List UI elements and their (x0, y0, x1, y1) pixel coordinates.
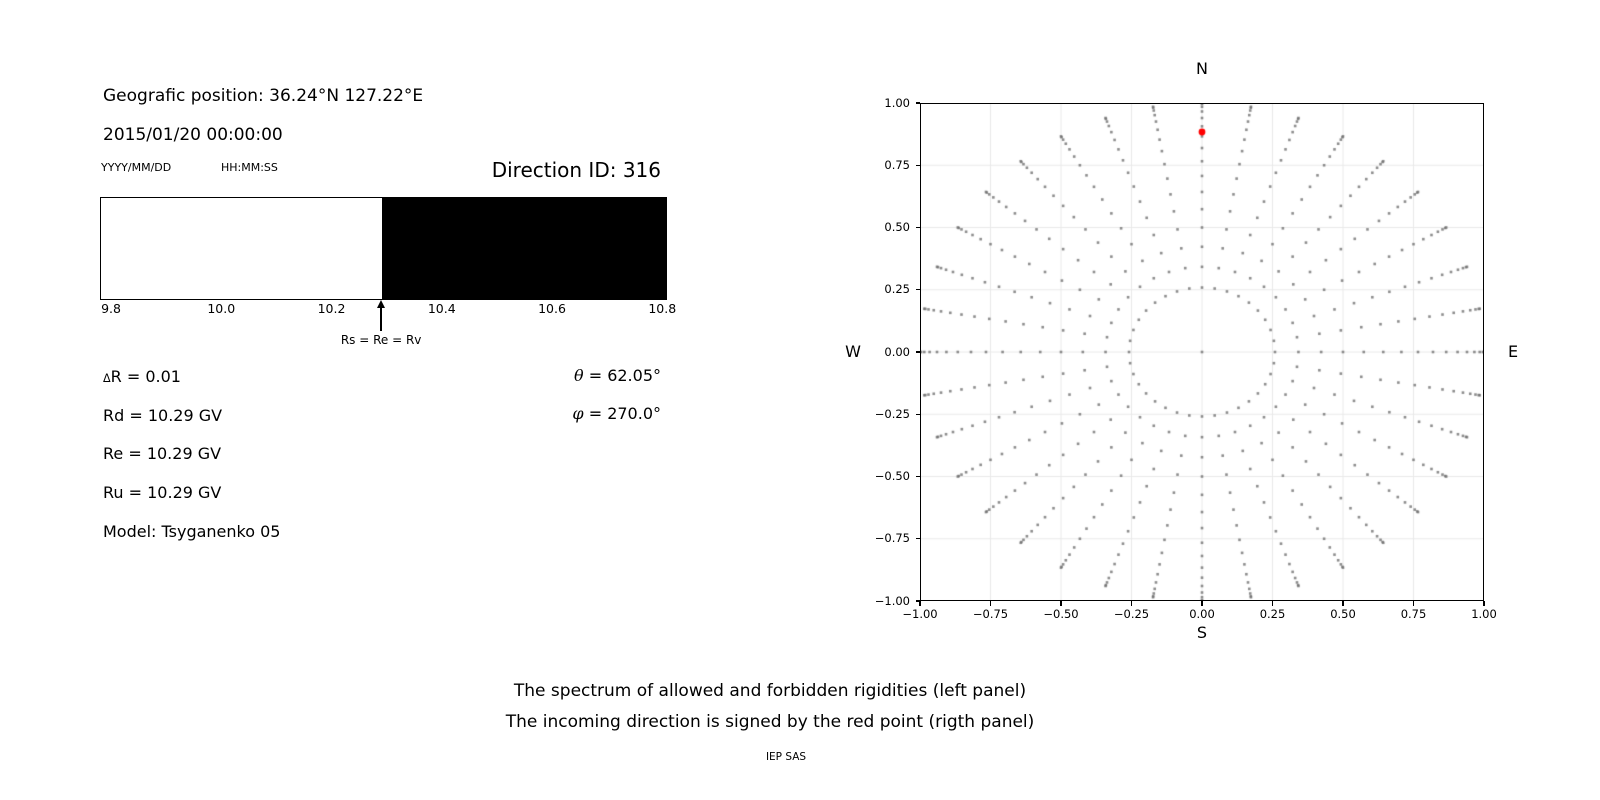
x-tick-mark (1130, 601, 1133, 606)
y-tick-mark (915, 538, 920, 540)
param-phi: φ = 270.0° (572, 404, 661, 423)
compass-west-label: W (845, 342, 861, 361)
spectrum-tick-label: 9.8 (101, 301, 121, 316)
rigidity-spectrum-bar (100, 197, 667, 300)
spectrum-region (101, 198, 383, 299)
x-tick-mark (1060, 601, 1062, 606)
time-format-label: HH:MM:SS (221, 161, 278, 174)
x-tick-mark (1483, 601, 1485, 606)
spectrum-tick-label: 10.4 (427, 301, 456, 316)
y-tick-label: 0.75 (884, 157, 910, 172)
x-tick-label: 0.25 (1259, 607, 1286, 621)
x-tick-label: 0.75 (1400, 607, 1427, 621)
delta-symbol: Δ (103, 372, 111, 385)
arrow-head-icon (377, 300, 386, 308)
datetime-text: 2015/01/20 00:00:00 (103, 125, 283, 145)
y-tick-mark (915, 413, 920, 415)
y-tick-mark (915, 164, 920, 166)
y-tick-mark (915, 289, 920, 291)
cutoff-annotation: Rs = Re = Rv (340, 333, 422, 347)
caption-line1: The spectrum of allowed and forbidden ri… (513, 681, 1027, 701)
y-tick-label: −0.50 (874, 469, 910, 483)
compass-south-label: S (1196, 623, 1208, 642)
y-tick-label: −1.00 (874, 593, 910, 608)
x-tick-label: −0.50 (1043, 607, 1079, 621)
spectrum-tick-label: 10.2 (317, 301, 346, 316)
direction-id-label: Direction ID: 316 (491, 158, 661, 182)
plot-border (920, 103, 1484, 601)
x-tick-mark (1412, 601, 1415, 606)
y-tick-label: 0.25 (884, 282, 910, 297)
x-tick-mark (1271, 601, 1274, 606)
compass-north-label: N (1196, 59, 1208, 78)
y-tick-label: 0.00 (884, 344, 910, 359)
x-tick-mark (989, 601, 992, 606)
compass-east-label: E (1507, 342, 1519, 361)
x-tick-label: 1.00 (1471, 607, 1497, 621)
spectrum-tick-label: 10.8 (648, 301, 677, 316)
y-tick-label: −0.75 (874, 531, 910, 546)
arrow-shaft (380, 307, 382, 331)
y-tick-mark (915, 600, 920, 602)
param-model: Model: Tsyganenko 05 (103, 522, 281, 541)
x-tick-label: 0.00 (1189, 607, 1215, 621)
theta-symbol: θ (573, 366, 584, 385)
spectrum-tick-label: 10.0 (207, 301, 236, 316)
x-tick-label: 0.50 (1330, 607, 1356, 621)
param-rd: Rd = 10.29 GV (103, 406, 223, 425)
y-tick-mark (915, 102, 920, 104)
credit-label: IEP SAS (765, 751, 807, 763)
x-tick-label: −0.75 (972, 607, 1009, 621)
y-tick-label: −0.25 (874, 406, 910, 421)
x-tick-label: −0.25 (1113, 607, 1150, 621)
x-tick-mark (919, 601, 921, 606)
x-tick-mark (1342, 601, 1344, 606)
geo-position-text: Geografic position: 36.24°N 127.22°E (103, 86, 424, 106)
caption-line2: The incoming direction is signed by the … (505, 712, 1035, 732)
phi-symbol: φ (572, 404, 584, 423)
param-theta: θ = 62.05° (573, 366, 661, 385)
x-tick-label: −1.00 (902, 607, 938, 621)
direction-scatter-plot (920, 103, 1484, 601)
param-ru: Ru = 10.29 GV (103, 483, 222, 502)
y-tick-mark (915, 226, 920, 229)
y-tick-label: 1.00 (884, 95, 910, 110)
spectrum-region (382, 198, 666, 299)
param-delta-r: ΔR = 0.01 (103, 367, 181, 386)
param-re: Re = 10.29 GV (103, 444, 222, 463)
x-tick-mark (1201, 601, 1203, 606)
spectrum-tick-label: 10.6 (538, 301, 566, 316)
y-tick-label: 0.50 (884, 220, 910, 234)
date-format-label: YYYY/MM/DD (101, 161, 172, 174)
y-tick-mark (915, 351, 920, 353)
y-tick-mark (915, 475, 920, 478)
